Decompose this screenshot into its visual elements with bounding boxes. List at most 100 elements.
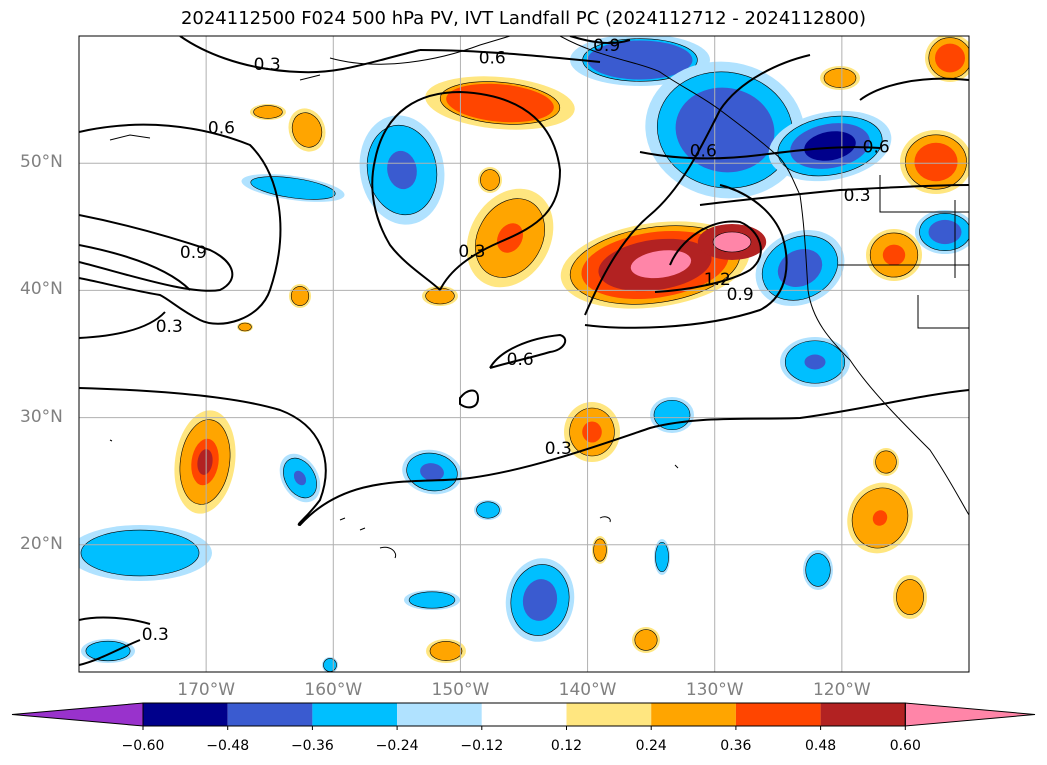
shade-neg xyxy=(655,541,669,573)
blob-neg-s1 xyxy=(654,539,670,575)
pv-contour-labels: 0.3 0.60.90.60.90.30.30.6 0.60.31.20.90.60… xyxy=(142,36,890,645)
shade-pos xyxy=(253,105,283,119)
contour-label: 0.9 xyxy=(593,36,620,56)
pv-contour-line xyxy=(79,311,166,339)
shade-neg_mid xyxy=(587,40,693,80)
graticule xyxy=(79,36,969,672)
latitude-label: 20°N xyxy=(20,533,63,554)
shade-pos xyxy=(823,68,857,88)
pv-contour-line xyxy=(79,387,969,527)
pv-contour-line xyxy=(419,49,601,63)
pv-contour-line xyxy=(79,639,141,666)
contour-label: 0.9 xyxy=(727,285,754,305)
shade-neg_mid xyxy=(387,150,417,190)
shade-pos xyxy=(238,322,252,332)
shade-neg_mid xyxy=(804,354,826,370)
contour-label: 0.3 xyxy=(545,439,572,459)
shade-pos xyxy=(480,169,500,191)
longitude-label: 140°W xyxy=(558,680,617,700)
blob-pos-small4 xyxy=(250,104,286,120)
blob-neg-s3 xyxy=(474,500,502,520)
shade-pos xyxy=(290,286,310,306)
shade-pos_max xyxy=(630,250,692,279)
pv-contour-line xyxy=(584,184,788,329)
shade-pos_mid xyxy=(914,142,958,182)
blob-neg-or xyxy=(755,230,845,306)
colorbar-tick-label: −0.24 xyxy=(375,738,419,754)
contour-label: 1.2 xyxy=(704,270,731,290)
blob-pos-ne3 xyxy=(820,66,860,90)
shade-neg xyxy=(805,553,831,587)
colorbar-segment xyxy=(397,703,482,726)
contour-label: 0.6 xyxy=(208,119,235,139)
blob-pos-ne2 xyxy=(925,36,969,82)
coastline-segment xyxy=(799,194,969,516)
shade-neg_mid xyxy=(293,470,307,486)
shade-pos xyxy=(593,538,607,562)
shade-pos xyxy=(634,629,658,651)
blob-pos-sw xyxy=(174,410,236,514)
blob-pos-east xyxy=(866,229,922,281)
shade-pos xyxy=(875,450,897,474)
pv-contour-line xyxy=(654,220,762,293)
pv-contour-line xyxy=(859,77,969,101)
blob-pos-main xyxy=(560,221,750,309)
contour-label: 0.9 xyxy=(180,243,207,263)
blob-pos-s1 xyxy=(592,536,608,564)
colorbar-tick-label: 0.24 xyxy=(635,738,667,754)
colorbar-extend-right xyxy=(904,702,1036,727)
blob-neg-bar xyxy=(241,174,345,202)
blob-neg-s xyxy=(505,558,575,642)
shade-neg_mid xyxy=(928,219,962,245)
coastline-segment xyxy=(329,36,511,65)
blob-neg-s2 xyxy=(404,590,460,610)
blob-pos-se3 xyxy=(873,448,899,476)
blob-neg-center xyxy=(650,397,694,433)
shade-pos_mid xyxy=(872,510,888,526)
shade-neg xyxy=(476,501,500,519)
pv-contour-line xyxy=(179,36,421,74)
shade-pos xyxy=(896,579,924,615)
shade-pos_strong xyxy=(197,449,213,475)
colorbar-segment xyxy=(143,703,228,726)
coastline-segment xyxy=(599,516,611,523)
colorbar xyxy=(11,702,1036,730)
blob-neg-east xyxy=(915,210,969,254)
shade-neg_mid xyxy=(675,87,775,173)
shade-neg_mid xyxy=(420,463,444,481)
blob-neg-bottom xyxy=(322,657,338,672)
blob-neg-hawaii xyxy=(402,449,462,495)
blob-pos-small3 xyxy=(288,108,326,152)
blob-neg-north xyxy=(570,36,710,86)
shade-neg_mid xyxy=(777,249,823,287)
blob-pos-dot xyxy=(237,322,253,332)
pv-contour-line xyxy=(459,389,480,409)
blob-neg-hawaii-w xyxy=(79,525,212,581)
pv-contour-line xyxy=(489,333,567,369)
latitude-label: 50°N xyxy=(20,152,63,173)
colorbar-tick-label: 0.48 xyxy=(805,738,837,754)
blob-pos-small1 xyxy=(422,286,458,306)
shade-neg_strong xyxy=(804,131,856,161)
coastline-segment xyxy=(299,74,321,81)
contour-label: 0.3 xyxy=(844,186,871,206)
blob-neg-se xyxy=(803,550,833,590)
pv-contour-line xyxy=(79,244,191,291)
colorbar-segment xyxy=(312,703,398,726)
blob-neg-ca xyxy=(780,337,850,387)
coastline-segment xyxy=(359,527,366,531)
colorbar-segment xyxy=(735,703,821,726)
colorbar-segment xyxy=(820,703,906,726)
coastlines xyxy=(109,36,969,559)
coastline-segment xyxy=(674,464,679,469)
latitude-label: 30°N xyxy=(20,406,63,427)
map-plot-area: 0.3 0.60.90.60.90.30.30.6 0.60.31.20.90.60… xyxy=(79,36,969,672)
blob-pos-s3 xyxy=(426,639,466,663)
blob-neg-corner xyxy=(81,639,135,663)
colorbar-tick-label: 0.12 xyxy=(550,738,583,754)
colorbar-tick-label: −0.48 xyxy=(206,738,250,754)
map-frame xyxy=(78,35,970,673)
colorbar-segment xyxy=(481,703,567,726)
shade-neg xyxy=(408,591,456,609)
